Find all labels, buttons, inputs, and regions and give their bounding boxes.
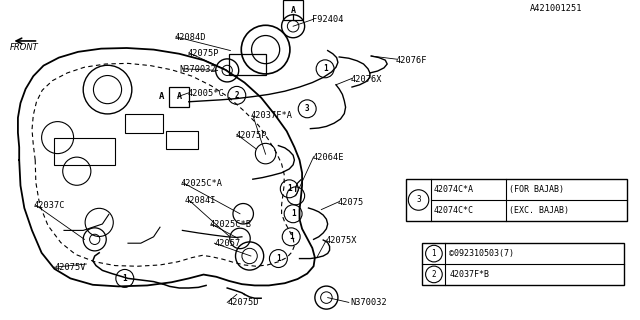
Text: FRONT: FRONT [10, 43, 38, 52]
Bar [229, 54, 266, 75]
Circle shape [284, 205, 302, 223]
Bar [169, 87, 189, 107]
Text: 42075V: 42075V [55, 263, 86, 272]
Bar [406, 179, 627, 221]
Text: 2: 2 [431, 270, 436, 279]
Text: 42064E: 42064E [312, 153, 344, 162]
Bar [422, 243, 624, 285]
Text: 42075: 42075 [338, 198, 364, 207]
Circle shape [228, 86, 246, 104]
Text: 42076F: 42076F [396, 56, 427, 65]
Bar [125, 114, 163, 133]
Bar [166, 131, 198, 149]
Text: 42076X: 42076X [351, 75, 382, 84]
Text: 42037F*B: 42037F*B [449, 270, 490, 279]
Text: 42075P: 42075P [236, 131, 267, 140]
Text: F92404: F92404 [312, 15, 344, 24]
Text: (FOR BAJAB): (FOR BAJAB) [509, 185, 564, 194]
Text: 42005*C: 42005*C [188, 89, 224, 98]
Text: 1: 1 [287, 184, 292, 193]
Text: 42025C*A: 42025C*A [180, 179, 223, 188]
Text: A: A [159, 92, 164, 101]
Text: 1: 1 [276, 254, 281, 263]
Text: 3: 3 [305, 104, 310, 113]
Text: 42037C: 42037C [33, 201, 65, 210]
Text: (EXC. BAJAB): (EXC. BAJAB) [509, 206, 568, 215]
Text: 1: 1 [122, 274, 127, 283]
Circle shape [269, 250, 287, 268]
Circle shape [116, 269, 134, 287]
Text: 42075X: 42075X [325, 236, 356, 245]
Text: 1: 1 [289, 232, 294, 241]
Text: N370032: N370032 [350, 298, 387, 307]
Text: 42075P: 42075P [188, 49, 219, 58]
Text: 42084D: 42084D [174, 33, 205, 42]
Text: 42075D: 42075D [227, 298, 259, 307]
Text: ©092310503(7): ©092310503(7) [449, 249, 515, 258]
Bar [283, 0, 303, 20]
Circle shape [282, 228, 300, 246]
Text: 42084I: 42084I [184, 196, 216, 205]
Text: 42074C*A: 42074C*A [434, 185, 474, 194]
Text: 42074C*C: 42074C*C [434, 206, 474, 215]
Text: 42025C*B: 42025C*B [210, 220, 252, 229]
Text: A: A [177, 92, 182, 101]
Text: 1: 1 [431, 249, 436, 258]
Text: 42057: 42057 [214, 239, 241, 248]
Text: A421001251: A421001251 [530, 4, 582, 13]
Circle shape [316, 60, 334, 78]
Text: 1: 1 [323, 64, 328, 73]
Text: 3: 3 [416, 196, 421, 204]
Bar [54, 138, 115, 165]
Text: A: A [291, 6, 296, 15]
Circle shape [280, 180, 298, 198]
Text: N370032: N370032 [179, 65, 216, 74]
Circle shape [298, 100, 316, 118]
Text: 2: 2 [234, 91, 239, 100]
Text: 1: 1 [291, 209, 296, 218]
Text: 42037F*A: 42037F*A [251, 111, 293, 120]
